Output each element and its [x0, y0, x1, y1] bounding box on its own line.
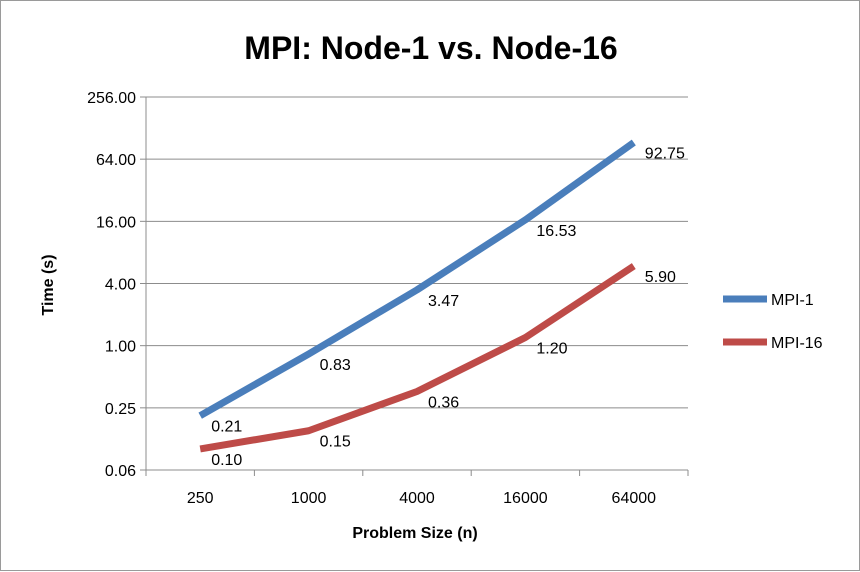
y-tick-label: 1.00 [105, 339, 136, 356]
data-label: 0.15 [320, 434, 351, 451]
y-tick-label: 16.00 [96, 214, 136, 231]
axes [140, 96, 689, 476]
gridlines [146, 96, 688, 409]
x-tick-label: 1000 [291, 490, 327, 507]
x-tick-label: 64000 [612, 490, 657, 507]
legend: MPI-1 MPI-16 [723, 292, 823, 352]
y-tick-label: 256.00 [87, 90, 136, 107]
data-label: 0.83 [320, 357, 351, 374]
chart-title: MPI: Node-1 vs. Node-16 [244, 30, 617, 66]
y-tick-labels: 0.06 0.25 1.00 4.00 16.00 64.00 256.00 [87, 90, 136, 480]
x-axis-title: Problem Size (n) [352, 525, 477, 542]
data-label: 5.90 [645, 269, 676, 286]
data-label: 16.53 [536, 223, 576, 240]
data-label: 3.47 [428, 293, 459, 310]
series-line-mpi-16 [199, 263, 636, 453]
data-label: 0.21 [211, 419, 242, 436]
legend-label: MPI-16 [771, 335, 823, 352]
x-tick-labels: 250 1000 4000 16000 64000 [187, 490, 656, 507]
series-lines [198, 139, 636, 453]
series-line-mpi-1 [198, 139, 636, 419]
data-label: 92.75 [645, 146, 685, 163]
x-tick-label: 4000 [399, 490, 435, 507]
y-axis-title: Time (s) [40, 254, 57, 315]
y-tick-label: 0.25 [105, 401, 136, 418]
data-label: 0.36 [428, 394, 459, 411]
y-tick-label: 4.00 [105, 277, 136, 294]
data-label: 0.10 [211, 452, 242, 469]
y-tick-label: 64.00 [96, 152, 136, 169]
data-labels: 0.21 0.83 3.47 16.53 92.75 0.10 0.15 0.36 1.20 5.… [211, 146, 685, 469]
legend-label: MPI-1 [771, 292, 814, 309]
y-tick-label: 0.06 [105, 463, 136, 480]
x-tick-label: 16000 [503, 490, 548, 507]
data-label: 1.20 [536, 340, 567, 357]
x-tick-label: 250 [187, 490, 214, 507]
